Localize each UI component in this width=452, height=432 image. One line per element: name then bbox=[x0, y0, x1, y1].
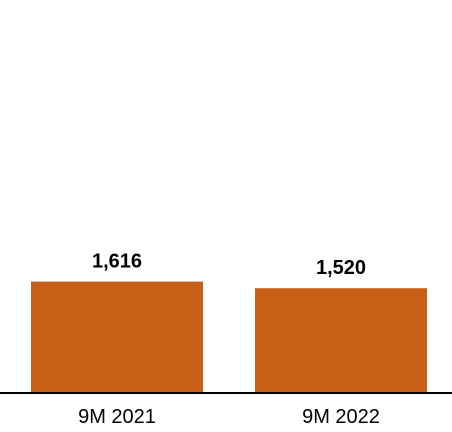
category-label-9m-2022: 9M 2022 bbox=[302, 406, 380, 428]
value-label-9m-2022: 1,520 bbox=[316, 257, 366, 279]
value-labels-group: 1,616 1,520 bbox=[92, 251, 366, 280]
bar-9m-2021 bbox=[31, 281, 203, 393]
category-labels-group: 9M 2021 9M 2022 bbox=[78, 406, 380, 428]
category-label-9m-2021: 9M 2021 bbox=[78, 406, 156, 428]
value-label-9m-2021: 1,616 bbox=[92, 251, 142, 273]
bar-9m-2022 bbox=[255, 288, 427, 393]
bars-group bbox=[31, 281, 427, 393]
